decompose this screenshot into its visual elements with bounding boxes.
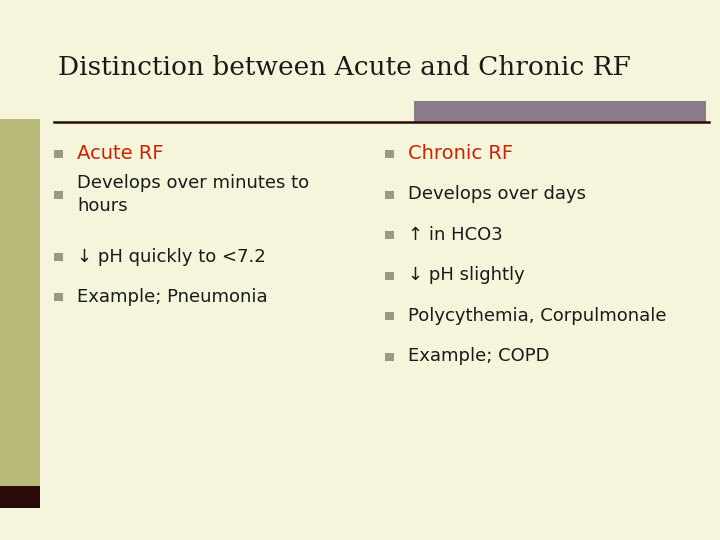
Text: Acute RF: Acute RF — [77, 144, 163, 164]
Bar — [385, 312, 395, 320]
Text: Distinction between Acute and Chronic RF: Distinction between Acute and Chronic RF — [58, 55, 631, 80]
Bar — [0, 119, 40, 497]
Text: ↓ pH slightly: ↓ pH slightly — [408, 266, 525, 285]
Text: Example; COPD: Example; COPD — [408, 347, 550, 366]
Bar — [414, 101, 706, 122]
Bar — [0, 486, 40, 508]
Text: Polycythemia, Corpulmonale: Polycythemia, Corpulmonale — [408, 307, 667, 325]
Bar — [54, 293, 63, 301]
Text: Chronic RF: Chronic RF — [408, 144, 513, 164]
Text: Develops over minutes to
hours: Develops over minutes to hours — [77, 174, 309, 215]
Text: Example; Pneumonia: Example; Pneumonia — [77, 288, 268, 306]
Bar — [54, 150, 63, 158]
Bar — [385, 191, 395, 199]
Text: Develops over days: Develops over days — [408, 185, 586, 204]
Bar — [54, 191, 63, 199]
Bar — [385, 353, 395, 361]
Text: ↑ in HCO3: ↑ in HCO3 — [408, 226, 503, 244]
Bar — [385, 150, 395, 158]
Bar — [54, 253, 63, 261]
Text: ↓ pH quickly to <7.2: ↓ pH quickly to <7.2 — [77, 247, 266, 266]
Bar — [385, 231, 395, 239]
Bar — [385, 272, 395, 280]
